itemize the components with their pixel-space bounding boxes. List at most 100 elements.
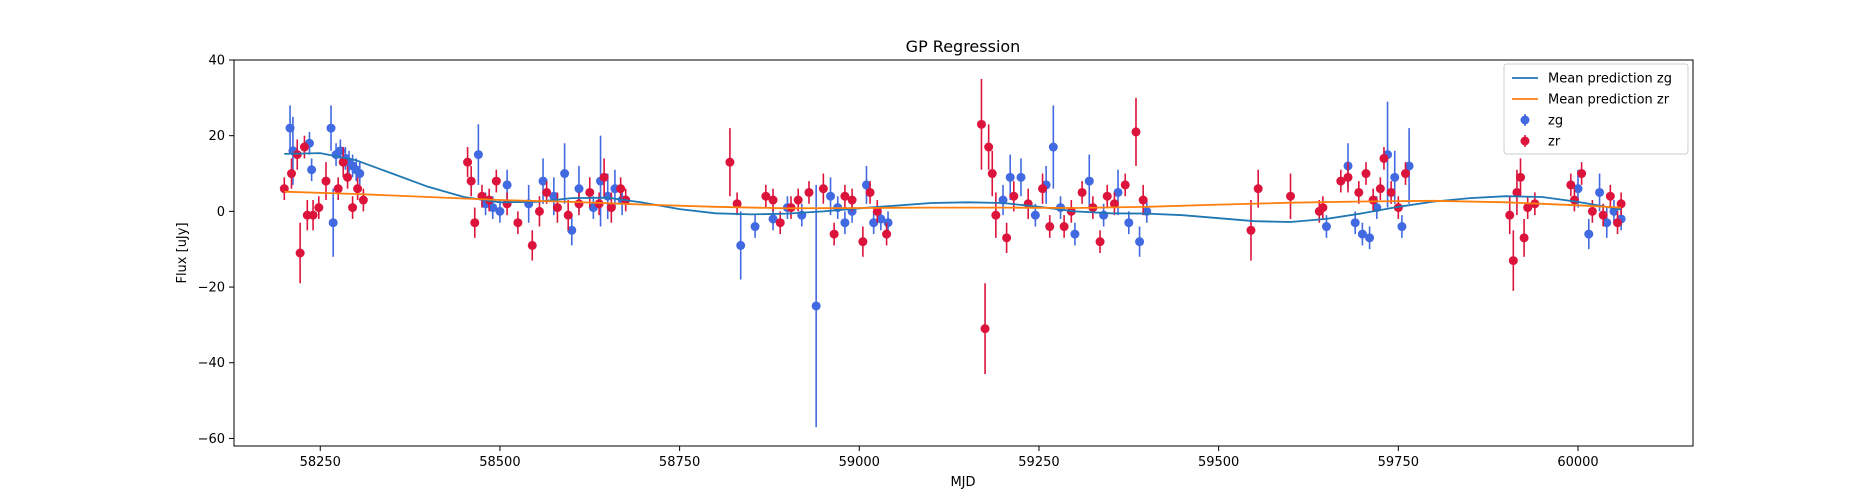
series-line-mean-prediction-zr bbox=[284, 190, 1622, 210]
data-point-zg bbox=[355, 169, 365, 179]
data-point-zr bbox=[1253, 184, 1263, 194]
data-point-zr bbox=[466, 176, 476, 186]
data-point-zr bbox=[1059, 222, 1069, 232]
x-tick-label: 59250 bbox=[1018, 455, 1059, 470]
data-point-zr bbox=[299, 142, 309, 152]
y-axis-label: Flux [uJy] bbox=[175, 222, 190, 283]
data-point-zr bbox=[574, 199, 584, 209]
data-point-zr bbox=[358, 195, 368, 205]
y-tick-label: 0 bbox=[217, 205, 225, 220]
data-point-zr bbox=[987, 169, 997, 179]
data-point-zg bbox=[1113, 187, 1123, 197]
data-point-zg bbox=[567, 225, 577, 235]
plot-frame bbox=[233, 59, 1694, 447]
data-point-zr bbox=[793, 195, 803, 205]
chart-title: GP Regression bbox=[906, 37, 1021, 56]
data-point-zg bbox=[826, 191, 836, 201]
data-point-zr bbox=[984, 142, 994, 152]
data-point-zg bbox=[869, 218, 879, 228]
x-tick-label: 59000 bbox=[839, 455, 880, 470]
data-point-zr bbox=[1368, 195, 1378, 205]
y-tick-label: −40 bbox=[198, 356, 225, 371]
data-point-zr bbox=[858, 237, 868, 247]
data-point-zg bbox=[811, 301, 821, 311]
data-point-zr bbox=[1002, 233, 1012, 243]
data-point-zg bbox=[1602, 218, 1612, 228]
data-point-zr bbox=[1616, 199, 1626, 209]
legend: Mean prediction zg Mean prediction zr zg zr bbox=[1503, 63, 1689, 155]
data-point-zg bbox=[1048, 142, 1058, 152]
data-point-zr bbox=[775, 218, 785, 228]
data-point-zr bbox=[847, 195, 857, 205]
data-point-zg bbox=[1321, 222, 1331, 232]
data-point-zr bbox=[1605, 191, 1615, 201]
data-point-zg bbox=[1573, 184, 1583, 194]
y-tick-label: −20 bbox=[198, 281, 225, 296]
data-point-zg bbox=[574, 184, 584, 194]
legend-swatch-zg bbox=[1520, 115, 1530, 125]
data-point-zr bbox=[768, 195, 778, 205]
data-point-zr bbox=[286, 169, 296, 179]
plot-area bbox=[279, 78, 1626, 428]
data-point-zg bbox=[750, 222, 760, 232]
data-point-zg bbox=[1135, 237, 1145, 247]
data-point-zr bbox=[1569, 195, 1579, 205]
data-point-zr bbox=[1401, 169, 1411, 179]
data-point-zr bbox=[1131, 127, 1141, 137]
data-point-zr bbox=[563, 210, 573, 220]
data-point-zr bbox=[1361, 169, 1371, 179]
data-point-zr bbox=[1045, 222, 1055, 232]
data-point-zr bbox=[840, 191, 850, 201]
data-point-zr bbox=[1375, 184, 1385, 194]
x-axis-label: MJD bbox=[950, 475, 975, 490]
data-point-zr bbox=[542, 187, 552, 197]
data-point-zr bbox=[804, 187, 814, 197]
data-point-zr bbox=[1109, 199, 1119, 209]
data-point-zg bbox=[1016, 172, 1026, 182]
data-point-zg bbox=[1005, 172, 1015, 182]
data-point-zg bbox=[1357, 229, 1367, 239]
data-point-zr bbox=[616, 184, 626, 194]
data-point-zg bbox=[1070, 229, 1080, 239]
data-point-zg bbox=[328, 218, 338, 228]
data-point-zr bbox=[882, 229, 892, 239]
x-axis: 58250 58500 58750 59000 59250 59500 59750 60000 bbox=[300, 446, 1599, 470]
data-point-zr bbox=[725, 157, 735, 167]
data-point-zr bbox=[1519, 233, 1529, 243]
data-point-zg bbox=[495, 206, 505, 216]
x-tick-label: 60000 bbox=[1557, 455, 1598, 470]
data-point-zr bbox=[980, 324, 990, 334]
data-point-zr bbox=[1587, 206, 1597, 216]
data-point-zg bbox=[876, 214, 886, 224]
data-point-zg bbox=[549, 191, 559, 201]
data-point-zg bbox=[1084, 176, 1094, 186]
data-point-zr bbox=[1318, 203, 1328, 213]
data-point-zg bbox=[326, 123, 336, 133]
data-point-zg bbox=[1350, 218, 1360, 228]
data-point-zg bbox=[861, 180, 871, 190]
x-tick-label: 59750 bbox=[1378, 455, 1419, 470]
data-point-zr bbox=[1009, 191, 1019, 201]
data-point-zr bbox=[527, 240, 537, 250]
data-point-zr bbox=[1505, 210, 1515, 220]
data-point-zr bbox=[599, 172, 609, 182]
data-point-zr bbox=[732, 199, 742, 209]
legend-label-mean-prediction-zg: Mean prediction zg bbox=[1548, 72, 1672, 87]
data-point-zr bbox=[552, 203, 562, 213]
data-point-zr bbox=[1343, 172, 1353, 182]
data-point-zr bbox=[1566, 180, 1576, 190]
data-point-zg bbox=[1397, 222, 1407, 232]
legend-label-zr: zr bbox=[1548, 135, 1561, 150]
y-tick-label: 20 bbox=[208, 129, 225, 144]
data-point-zg bbox=[560, 169, 570, 179]
data-point-zr bbox=[333, 184, 343, 194]
data-point-zr bbox=[991, 210, 1001, 220]
data-point-zr bbox=[1095, 237, 1105, 247]
data-point-zr bbox=[1512, 187, 1522, 197]
data-point-zr bbox=[585, 187, 595, 197]
x-tick-label: 58250 bbox=[300, 455, 341, 470]
data-point-zr bbox=[1386, 187, 1396, 197]
data-point-zg bbox=[538, 176, 548, 186]
data-point-zg bbox=[1390, 172, 1400, 182]
